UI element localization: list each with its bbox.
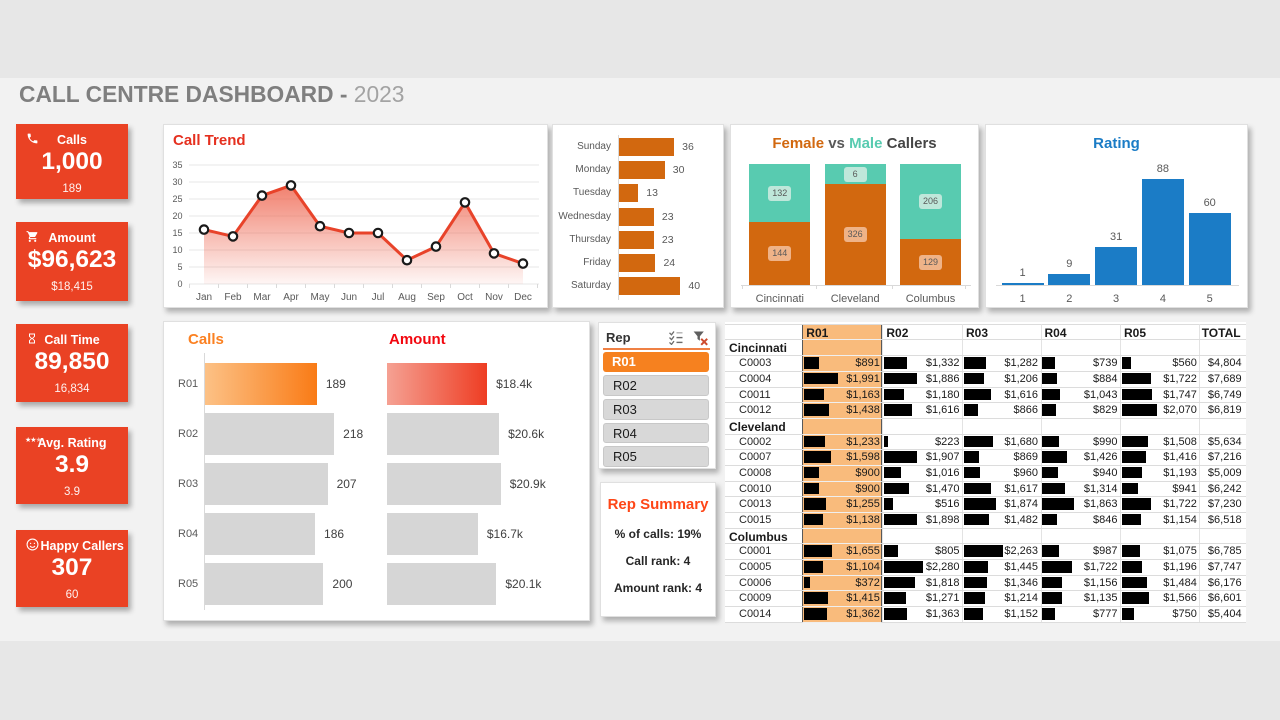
svg-text:0: 0 — [177, 279, 182, 289]
svg-text:Mar: Mar — [253, 292, 271, 303]
svg-text:Aug: Aug — [398, 292, 416, 303]
svg-text:Dec: Dec — [514, 292, 532, 303]
svg-text:Jun: Jun — [341, 292, 357, 303]
svg-text:15: 15 — [172, 228, 182, 238]
svg-text:20: 20 — [172, 211, 182, 221]
svg-text:Oct: Oct — [457, 292, 473, 303]
svg-text:Jan: Jan — [196, 292, 212, 303]
svg-text:25: 25 — [172, 194, 182, 204]
svg-text:Nov: Nov — [485, 292, 503, 303]
svg-text:10: 10 — [172, 245, 182, 255]
svg-text:35: 35 — [172, 160, 182, 170]
svg-text:Jul: Jul — [372, 292, 385, 303]
svg-text:30: 30 — [172, 177, 182, 187]
svg-text:May: May — [311, 292, 330, 303]
svg-text:Apr: Apr — [283, 292, 299, 303]
svg-text:Feb: Feb — [224, 292, 242, 303]
svg-text:5: 5 — [177, 262, 182, 272]
svg-text:Sep: Sep — [427, 292, 445, 303]
